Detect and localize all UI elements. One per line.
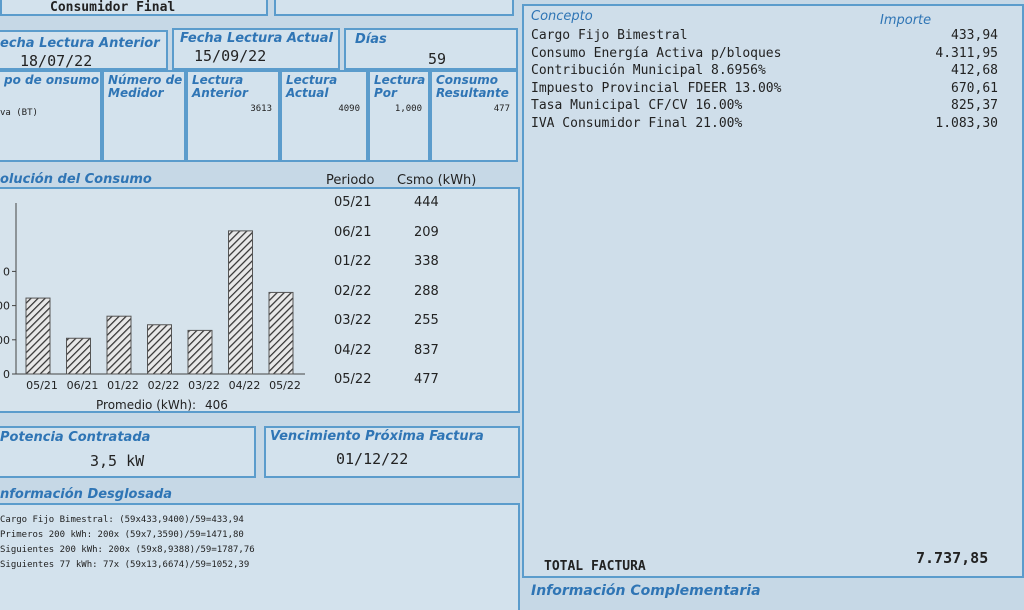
y-tick-label: 0 bbox=[3, 368, 10, 381]
label: echa Lectura Anterior bbox=[0, 36, 160, 51]
meter-cell bbox=[280, 70, 368, 162]
consumption-value: 209 bbox=[414, 224, 439, 240]
y-tick-label: 00 bbox=[0, 300, 10, 313]
concept: IVA Consumidor Final 21.00% bbox=[531, 115, 743, 131]
bar bbox=[268, 291, 294, 375]
consumption-chart: 00000005/2106/2101/2202/2203/2204/2205/2… bbox=[0, 203, 305, 392]
meter-cell bbox=[186, 70, 280, 162]
customer-type: Consumidor Final bbox=[50, 0, 176, 15]
consumption-value: 444 bbox=[414, 195, 439, 210]
label: Lectura Actual bbox=[286, 73, 338, 100]
period: 06/21 bbox=[334, 224, 372, 240]
amount: 4.311,95 bbox=[935, 45, 998, 61]
power-box bbox=[0, 426, 256, 478]
breakdown-line: Primeros 200 kWh: 200x (59x7,3590)/59=14… bbox=[0, 530, 244, 540]
period: 03/22 bbox=[334, 313, 372, 328]
x-tick-label: 01/22 bbox=[107, 379, 139, 392]
empty-box bbox=[274, 0, 514, 16]
amount: 1.083,30 bbox=[935, 115, 998, 131]
label: Fecha Lectura Actual bbox=[180, 31, 333, 46]
value: va (BT) bbox=[0, 108, 38, 118]
concept: Contribución Municipal 8.6956% bbox=[531, 63, 766, 78]
days-box bbox=[344, 28, 518, 70]
label: Días bbox=[355, 32, 387, 47]
label: Potencia Contratada bbox=[0, 430, 151, 445]
label: Número de Medidor bbox=[108, 73, 183, 100]
section-title: nformación Desglosada bbox=[0, 487, 173, 502]
col-header: Periodo bbox=[326, 173, 375, 188]
meter-cell bbox=[0, 70, 102, 162]
total-value: 7.737,85 bbox=[916, 549, 989, 567]
breakdown-box bbox=[0, 503, 520, 610]
period: 04/22 bbox=[334, 342, 372, 358]
average-label: Promedio (kWh): bbox=[96, 398, 197, 412]
current-box bbox=[172, 28, 340, 70]
label: po de onsumo bbox=[4, 73, 100, 87]
amount: 670,61 bbox=[951, 80, 998, 96]
period: 02/22 bbox=[334, 283, 372, 299]
section-title: Información Complementaria bbox=[531, 583, 761, 599]
concept: Cargo Fijo Bimestral bbox=[531, 28, 688, 43]
total-label: TOTAL FACTURA bbox=[544, 559, 646, 574]
y-tick-label: 00 bbox=[0, 334, 10, 347]
consumption-value: 338 bbox=[414, 254, 439, 269]
x-tick-label: 04/22 bbox=[229, 379, 261, 392]
period: 05/22 bbox=[334, 372, 372, 387]
x-tick-label: 06/21 bbox=[67, 379, 99, 392]
chart-box bbox=[0, 187, 520, 413]
meter-cell bbox=[430, 70, 518, 162]
label: Lectura Por bbox=[374, 73, 426, 100]
col-header: Concepto bbox=[531, 9, 593, 24]
billing-box bbox=[522, 4, 1024, 578]
value: 15/09/22 bbox=[194, 47, 267, 65]
section-title: olución del Consumo bbox=[0, 172, 152, 187]
label: Consumo Resultante bbox=[436, 73, 509, 100]
due-box bbox=[264, 426, 520, 478]
x-tick-label: 05/21 bbox=[26, 379, 58, 392]
customer-box bbox=[0, 0, 268, 16]
bar bbox=[228, 230, 253, 375]
concept: Consumo Energía Activa p/bloques bbox=[531, 45, 782, 61]
breakdown-line: Siguientes 77 kWh: 77x (59x13,6674)/59=1… bbox=[0, 560, 250, 570]
breakdown-line: Siguientes 200 kWh: 200x (59x8,9388)/59=… bbox=[0, 545, 255, 555]
value: 477 bbox=[493, 104, 510, 114]
bar bbox=[66, 337, 91, 375]
meter-cell bbox=[368, 70, 430, 162]
concept: Tasa Municipal CF/CV 16.00% bbox=[531, 98, 743, 113]
bar bbox=[25, 297, 51, 375]
meter-cell bbox=[102, 70, 186, 162]
value: 59 bbox=[428, 50, 447, 68]
amount: 412,68 bbox=[951, 63, 998, 78]
value: 01/12/22 bbox=[336, 450, 409, 468]
bar bbox=[106, 315, 132, 375]
col-header: Csmo (kWh) bbox=[397, 173, 477, 188]
value: 1,000 bbox=[394, 104, 422, 114]
col-header: Importe bbox=[880, 13, 932, 28]
consumption-value: 837 bbox=[414, 342, 439, 358]
label: Vencimiento Próxima Factura bbox=[270, 429, 484, 444]
breakdown-line: Cargo Fijo Bimestral: (59x433,9400)/59=4… bbox=[0, 515, 244, 525]
value: 3613 bbox=[250, 104, 272, 114]
previous-box bbox=[0, 30, 168, 70]
concept: Impuesto Provincial FDEER 13.00% bbox=[531, 80, 782, 96]
bar bbox=[147, 324, 172, 375]
value: 18/07/22 bbox=[20, 52, 93, 70]
consumption-value: 255 bbox=[414, 313, 439, 328]
x-tick-label: 02/22 bbox=[148, 379, 180, 392]
consumption-value: 477 bbox=[414, 372, 439, 387]
y-tick-label: 0 bbox=[3, 265, 10, 278]
amount: 825,37 bbox=[951, 98, 998, 113]
period: 05/21 bbox=[334, 195, 372, 210]
amount: 433,94 bbox=[951, 28, 998, 43]
bar bbox=[187, 329, 213, 375]
label: Lectura Anterior bbox=[192, 73, 248, 100]
x-tick-label: 05/22 bbox=[269, 379, 301, 392]
value: 4090 bbox=[338, 104, 360, 114]
period: 01/22 bbox=[334, 254, 372, 269]
x-tick-label: 03/22 bbox=[188, 379, 220, 392]
value: 3,5 kW bbox=[90, 452, 145, 470]
consumption-value: 288 bbox=[414, 283, 439, 299]
average-value: 406 bbox=[205, 398, 228, 412]
